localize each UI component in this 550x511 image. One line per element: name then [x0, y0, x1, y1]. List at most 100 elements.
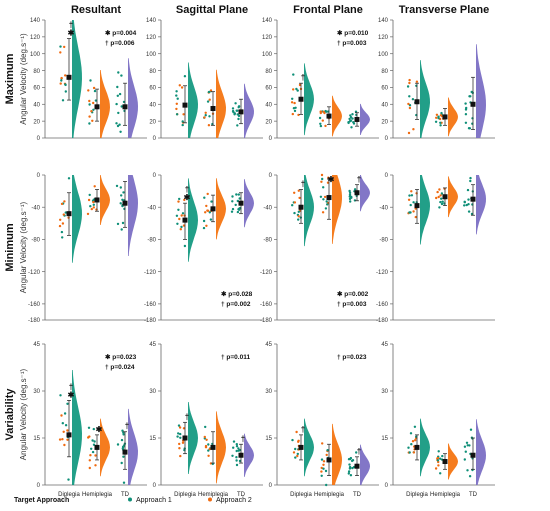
p-value-annotation: † p=0.003: [337, 301, 367, 308]
mean-marker: [354, 463, 360, 469]
data-point: [119, 186, 123, 189]
y-axis-label: Angular Velocity (deg.s⁻¹): [19, 201, 28, 293]
data-point: [410, 194, 414, 197]
data-point: [115, 122, 118, 125]
data-point: [296, 452, 299, 456]
legend-label: Approach 1: [136, 497, 172, 504]
significance-mark: †: [241, 434, 245, 443]
data-point: [319, 124, 323, 128]
data-point: [230, 210, 234, 213]
data-point: [439, 472, 442, 475]
data-point: [118, 123, 121, 126]
data-point: [122, 445, 125, 448]
data-point: [204, 211, 207, 214]
panel-1-0: -180 -160 -120 -80 -40 0: [28, 173, 147, 324]
data-point: [231, 195, 234, 198]
data-point: [325, 483, 328, 487]
data-point: [59, 51, 62, 54]
data-point: [237, 447, 240, 450]
data-point: [116, 85, 119, 89]
data-point: [183, 198, 186, 202]
y-tick-label: -120: [144, 270, 157, 276]
mean-marker: [66, 211, 72, 217]
density-cloud: [100, 175, 110, 225]
data-point: [410, 443, 413, 446]
mean-marker: [66, 432, 72, 438]
data-point: [64, 90, 68, 93]
data-point: [204, 425, 207, 429]
y-tick-label: -160: [144, 302, 157, 308]
density-cloud: [128, 408, 138, 485]
data-point: [465, 203, 468, 207]
data-point: [467, 210, 471, 213]
y-tick-label: 0: [269, 136, 273, 142]
density-cloud: [448, 97, 458, 137]
data-point: [234, 203, 237, 207]
data-point: [120, 438, 124, 442]
data-point: [324, 469, 328, 473]
mean-marker: [66, 74, 72, 80]
data-point: [236, 210, 240, 214]
data-point: [436, 459, 440, 462]
y-tick-label: 80: [381, 69, 388, 75]
density-cloud: [216, 411, 226, 484]
data-point: [292, 73, 295, 76]
data-point: [178, 426, 182, 429]
data-point: [60, 230, 64, 234]
data-point: [178, 197, 181, 201]
density-cloud: [72, 175, 82, 263]
data-point: [62, 430, 65, 433]
density-cloud: [128, 175, 138, 256]
mean-marker: [414, 99, 420, 105]
data-point: [298, 196, 301, 200]
y-tick-label: 120: [262, 35, 273, 41]
x-tick-label: Hemiplegia: [314, 492, 345, 498]
y-tick-label: 20: [381, 119, 388, 125]
x-tick-label: Diplegia: [290, 492, 312, 498]
data-point: [466, 469, 469, 472]
panel-1-3: -180 -160 -120 -80 -40 0: [376, 173, 495, 324]
row-title: Variability: [4, 388, 16, 441]
data-point: [435, 113, 439, 117]
data-point: [327, 176, 330, 179]
data-point: [325, 453, 328, 457]
data-point: [407, 131, 411, 135]
data-point: [177, 424, 181, 427]
data-point: [439, 194, 442, 197]
mean-marker: [182, 435, 188, 441]
y-tick-label: 60: [33, 86, 40, 92]
data-point: [92, 206, 96, 209]
data-point: [67, 478, 70, 481]
mean-marker: [238, 452, 244, 458]
data-point: [92, 86, 96, 90]
data-point: [176, 222, 179, 225]
data-point: [88, 193, 91, 197]
y-tick-label: 15: [265, 436, 272, 442]
data-point: [94, 464, 97, 467]
x-tick-label: Hemiplegia: [430, 492, 461, 498]
data-point: [351, 459, 355, 462]
data-point: [62, 45, 66, 49]
y-tick-label: 140: [30, 18, 41, 24]
data-point: [293, 201, 297, 204]
data-point: [411, 98, 415, 101]
data-point: [325, 200, 328, 203]
y-tick-label: 140: [378, 18, 389, 24]
density-cloud: [216, 69, 226, 138]
data-point: [115, 184, 119, 188]
data-point: [60, 79, 63, 82]
data-point: [408, 104, 412, 107]
data-point: [466, 188, 470, 192]
y-tick-label: 40: [33, 102, 40, 108]
density-cloud: [72, 370, 82, 485]
data-point: [208, 98, 211, 101]
p-value-annotation: ✱ p=0.004: [105, 29, 137, 37]
data-point: [434, 467, 438, 470]
mean-marker: [238, 109, 244, 115]
data-point: [439, 121, 442, 125]
panel-0-2: 0 20 40 60 80 100 120 140 † ✱ p=0.010 † p=0.003: [262, 18, 379, 142]
data-point: [116, 124, 120, 128]
mean-marker: [442, 194, 448, 200]
data-point: [437, 464, 440, 467]
density-cloud: [332, 95, 342, 137]
